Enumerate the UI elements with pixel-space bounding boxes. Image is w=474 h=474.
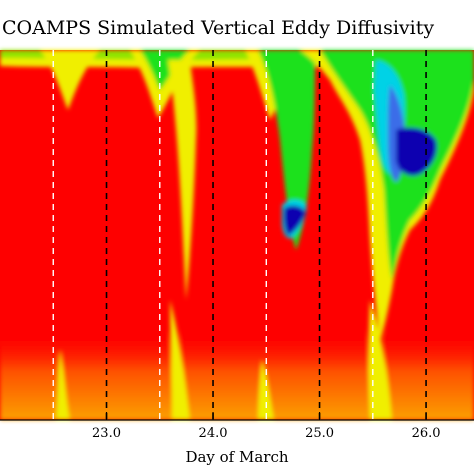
streak-b — [170, 300, 190, 420]
surface-band — [0, 330, 474, 420]
plume-22-5 — [40, 50, 100, 110]
core-24-8-dark — [283, 205, 306, 236]
field-structures — [0, 50, 474, 420]
heatmap-field — [0, 50, 474, 420]
plume-24-0 — [168, 60, 197, 300]
reference-lines — [52, 50, 427, 420]
plume-24-9 — [258, 50, 316, 250]
x-tick-label: 24.0 — [199, 426, 228, 441]
streak-a — [56, 350, 70, 420]
x-axis-label: Day of March — [185, 448, 289, 466]
x-tick-label: 25.0 — [305, 426, 334, 441]
streak-c — [258, 360, 274, 420]
x-tick-label: 26.0 — [412, 426, 441, 441]
x-axis: 23.0 24.0 25.0 26.0 — [0, 412, 474, 441]
x-tick-label: 23.0 — [92, 426, 121, 441]
chart-title: COAMPS Simulated Vertical Eddy Diffusivi… — [2, 17, 435, 39]
streak-d — [368, 300, 392, 420]
